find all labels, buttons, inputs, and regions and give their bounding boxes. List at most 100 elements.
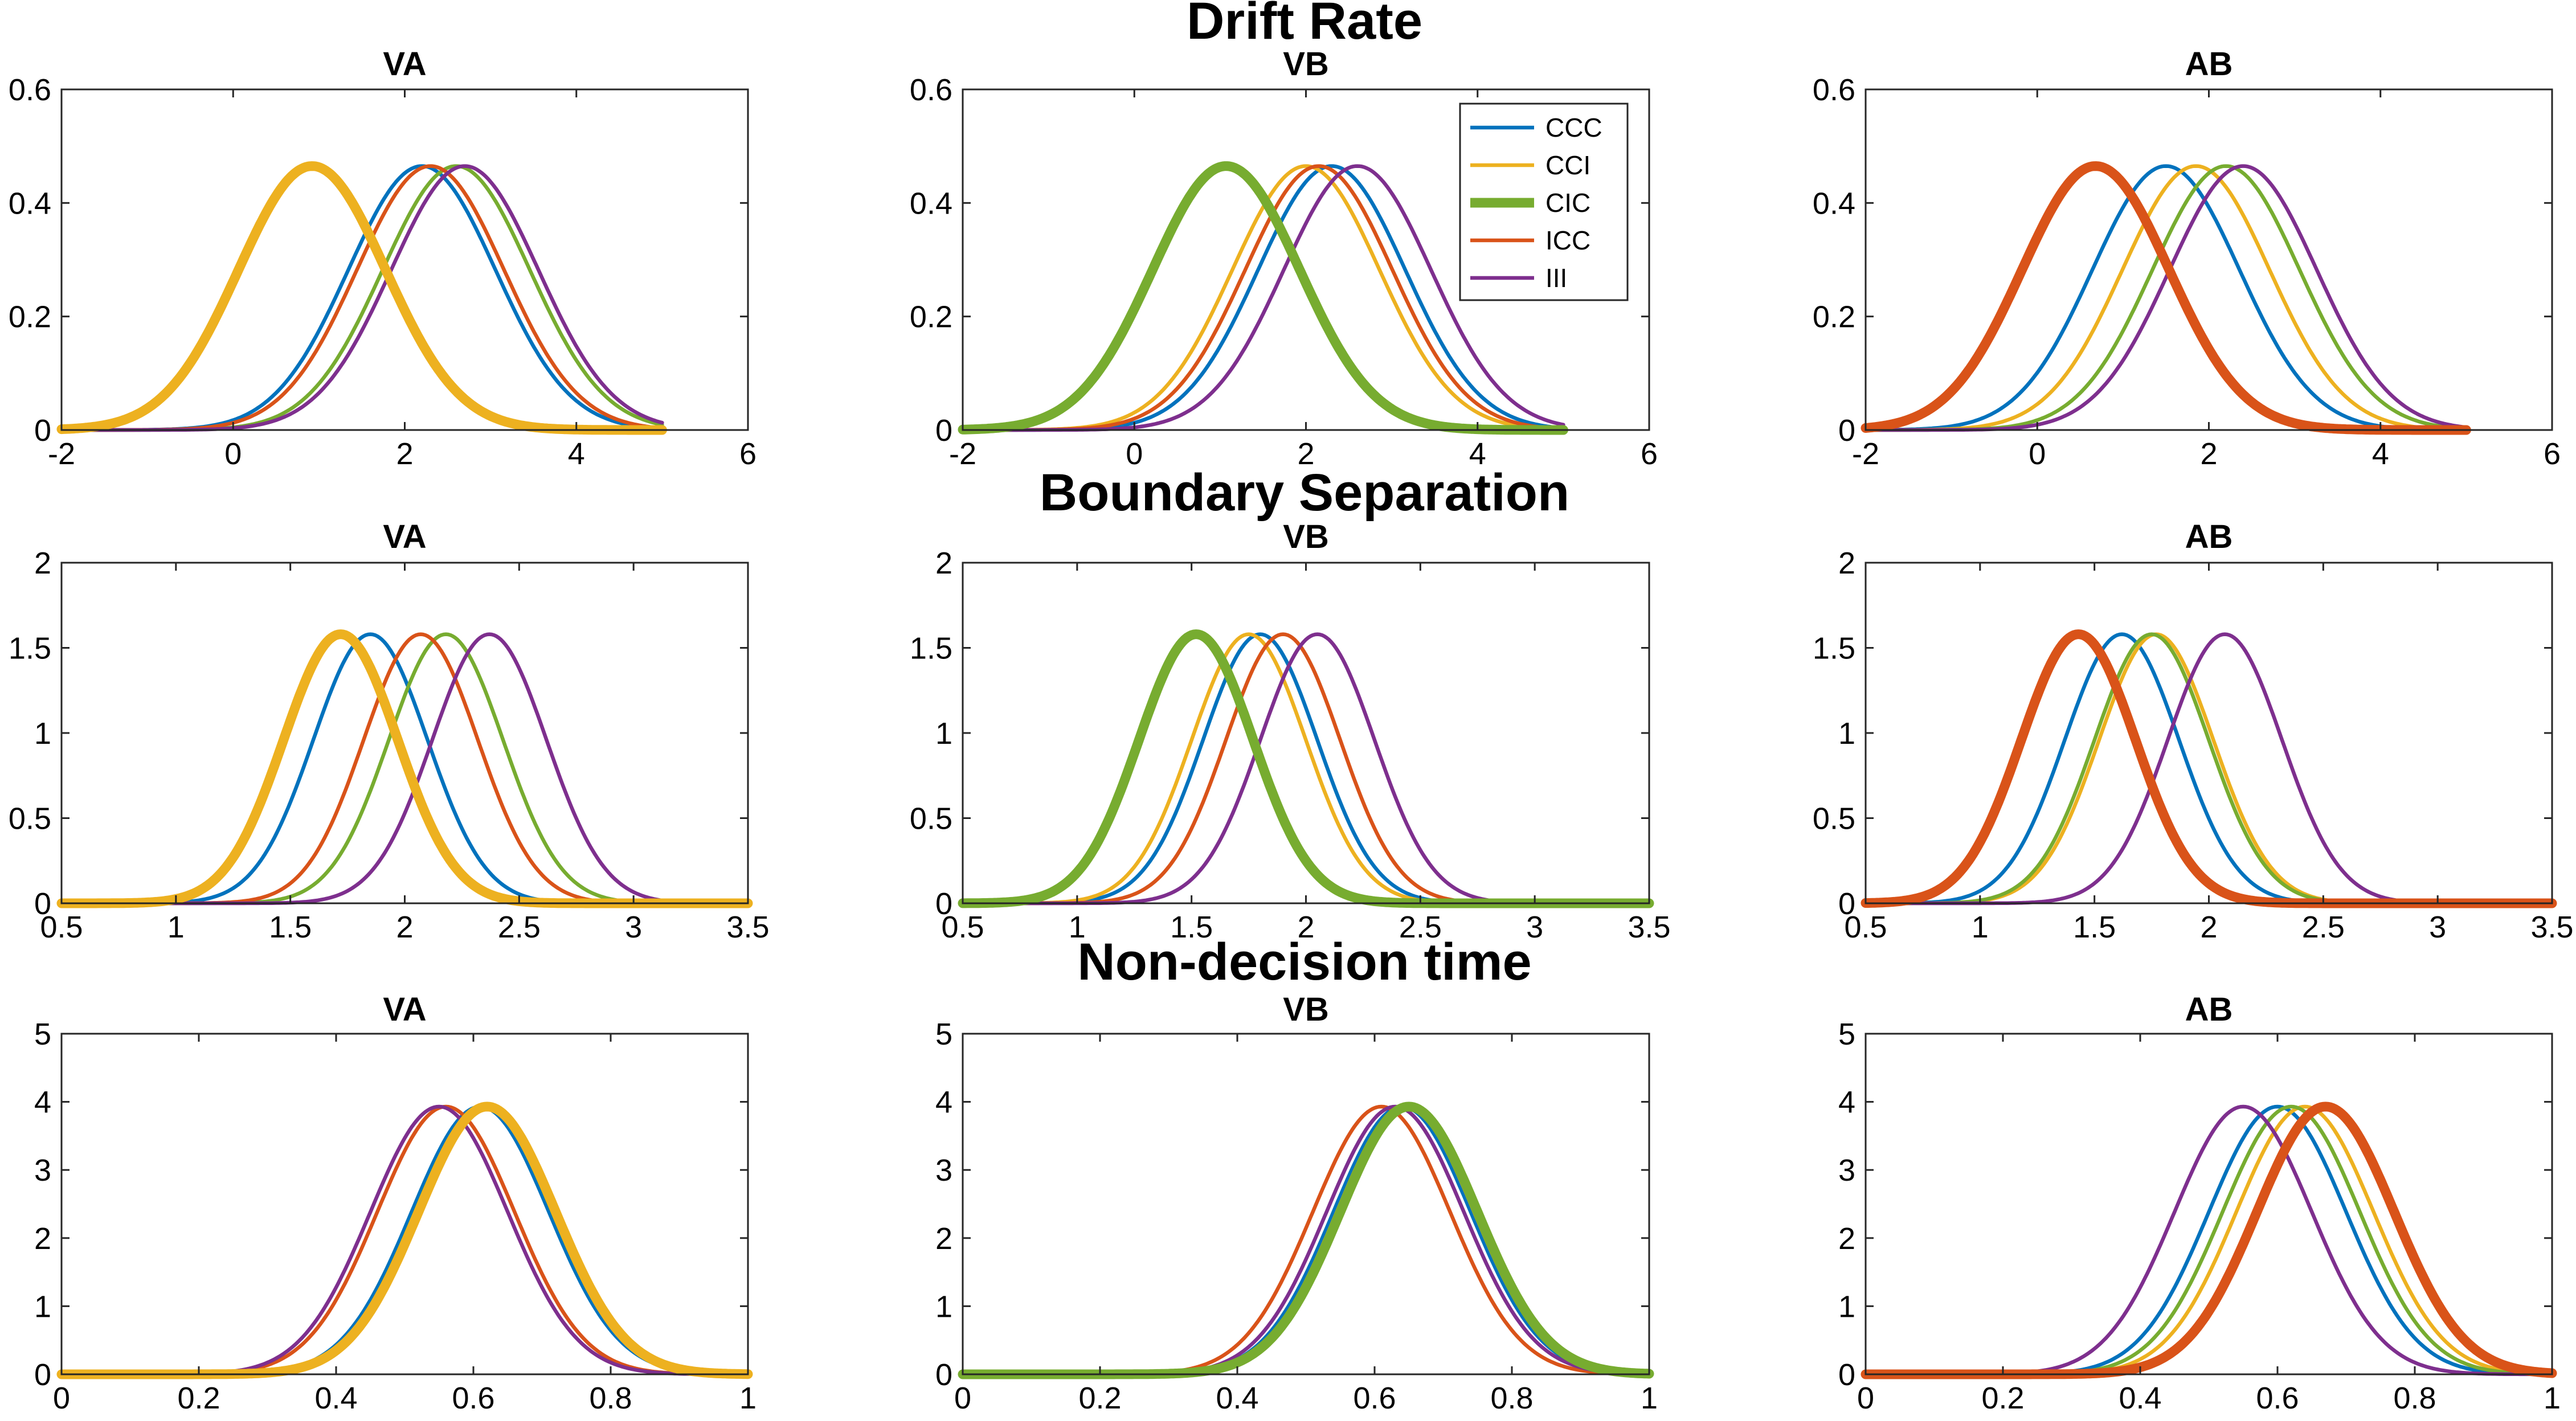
x-tick-label: 0.5 (40, 910, 83, 944)
y-tick-label: 0.4 (9, 186, 51, 220)
y-tick-label: 3 (935, 1153, 952, 1187)
y-tick-label: 4 (1838, 1086, 1855, 1120)
y-tick-label: 1 (34, 1289, 51, 1324)
y-tick-label: 2 (935, 1222, 952, 1256)
y-tick-label: 1 (34, 716, 51, 751)
x-axis: -2 0 2 4 6 (1852, 89, 2561, 471)
y-tick-label: 5 (34, 1017, 51, 1051)
x-tick-label: 2 (2200, 910, 2217, 944)
x-tick-label: 0.4 (2119, 1381, 2161, 1415)
y-axis: 0 0.5 1 1.5 2 (1813, 546, 2552, 921)
y-tick-label: 5 (935, 1017, 952, 1051)
y-tick-label: 1 (1838, 716, 1855, 751)
panel-drift-rate-vb: VB-2 0 2 4 600.20.40.6 (910, 46, 1658, 471)
x-tick-label: 1.5 (2073, 910, 2116, 944)
y-axis: 0 1 2 3 4 5 (935, 1017, 1649, 1392)
panel-title: VB (1283, 991, 1329, 1028)
y-tick-label: 0.5 (910, 802, 952, 836)
x-axis: -2 0 2 4 6 (48, 89, 757, 471)
y-tick-label: 0 (935, 887, 952, 921)
y-tick-label: 0.2 (910, 300, 952, 334)
y-axis: 0 0.5 1 1.5 2 (910, 546, 1649, 921)
x-tick-label: 4 (1469, 437, 1486, 471)
axes-box (60, 1033, 749, 1375)
legend: CCC CCI CIC ICC III (1459, 103, 1629, 301)
y-tick-label: 0 (34, 887, 51, 921)
y-tick-label: 0 (935, 413, 952, 448)
x-tick-label: 2 (2200, 437, 2217, 471)
x-tick-label: 0.4 (1216, 1381, 1258, 1415)
x-tick-label: 0.8 (2393, 1381, 2436, 1415)
x-tick-label: 1 (2544, 1381, 2561, 1415)
panel-non-decision-time-vb: VB 0 0.2 0.4 0.6 0.8 1 0 1 2 3 4 5 (935, 991, 1658, 1415)
x-tick-label: 1 (1641, 1381, 1658, 1415)
x-axis: -2 0 2 4 6 (949, 89, 1658, 471)
panel-boundary-separation-vb: VB0.5 1 1.5 2 2.5 3 3.500.511.52 (910, 518, 1671, 944)
y-axis: 0 0.2 0.4 0.6 (910, 73, 1649, 448)
x-tick-label: 3 (1526, 910, 1543, 944)
x-axis: 0 0.2 0.4 0.6 0.8 1 (53, 1034, 757, 1415)
x-tick-label: 1 (167, 910, 185, 944)
row-title: Non-decision time (1077, 933, 1531, 991)
x-tick-label: 2 (1297, 910, 1314, 944)
x-tick-label: 6 (1641, 437, 1658, 471)
x-tick-label: 3.5 (2530, 910, 2573, 944)
y-tick-label: 2 (34, 546, 51, 580)
x-tick-label: 2.5 (1399, 910, 1442, 944)
y-tick-label: 0 (935, 1358, 952, 1392)
x-tick-label: 0.5 (1844, 910, 1887, 944)
legend-label-iii: III (1545, 263, 1567, 293)
x-tick-label: -2 (949, 437, 976, 471)
x-tick-label: 2 (396, 910, 413, 944)
panel-title: VA (383, 991, 426, 1028)
y-tick-label: 1 (935, 716, 952, 751)
y-tick-label: 2 (935, 546, 952, 580)
x-tick-label: 2.5 (498, 910, 541, 944)
x-tick-label: 3 (625, 910, 642, 944)
x-tick-label: 2 (1297, 437, 1314, 471)
y-axis: 0 0.2 0.4 0.6 (9, 73, 748, 448)
x-tick-label: 6 (739, 437, 757, 471)
x-tick-label: -2 (48, 437, 75, 471)
x-tick-label: 0.6 (452, 1381, 494, 1415)
y-tick-label: 1 (1838, 1289, 1855, 1324)
y-tick-label: 0.6 (9, 73, 51, 107)
x-tick-label: 4 (2372, 437, 2389, 471)
legend-label-icc: ICC (1545, 226, 1590, 255)
x-tick-label: 1 (1972, 910, 1989, 944)
x-tick-label: 1 (739, 1381, 757, 1415)
x-tick-label: 0 (1857, 1381, 1874, 1415)
y-tick-label: 0.4 (910, 186, 952, 220)
y-tick-label: 1.5 (9, 632, 51, 666)
y-axis: 0 1 2 3 4 5 (34, 1017, 748, 1392)
x-tick-label: 3 (2429, 910, 2446, 944)
y-tick-label: 0.5 (1813, 802, 1855, 836)
y-tick-label: 0.2 (1813, 300, 1855, 334)
x-tick-label: -2 (1852, 437, 1879, 471)
y-tick-label: 1 (935, 1289, 952, 1324)
x-tick-label: 1 (1069, 910, 1086, 944)
curve-cic (958, 161, 1568, 435)
panel-title: VA (383, 518, 426, 555)
x-axis: 0 0.2 0.4 0.6 0.8 1 (1857, 1034, 2561, 1415)
legend-label-ccc: CCC (1545, 113, 1602, 142)
x-tick-label: 0 (2029, 437, 2046, 471)
x-tick-label: 0.8 (589, 1381, 632, 1415)
panel-title: AB (2185, 518, 2233, 555)
y-tick-label: 0 (34, 413, 51, 448)
x-tick-label: 3.5 (1628, 910, 1670, 944)
curve-ccc (1863, 164, 2468, 432)
x-axis: 0.5 1 1.5 2 2.5 3 3.5 (1844, 563, 2574, 944)
y-tick-label: 4 (935, 1086, 952, 1120)
x-tick-label: 6 (2544, 437, 2561, 471)
panel-non-decision-time-va: VA 0 0.2 0.4 0.6 0.8 1 0 1 2 3 4 5 (34, 991, 757, 1415)
y-tick-label: 2 (1838, 546, 1855, 580)
axes-box (962, 1033, 1650, 1375)
y-tick-label: 0 (1838, 413, 1855, 448)
y-tick-label: 0 (34, 1358, 51, 1392)
